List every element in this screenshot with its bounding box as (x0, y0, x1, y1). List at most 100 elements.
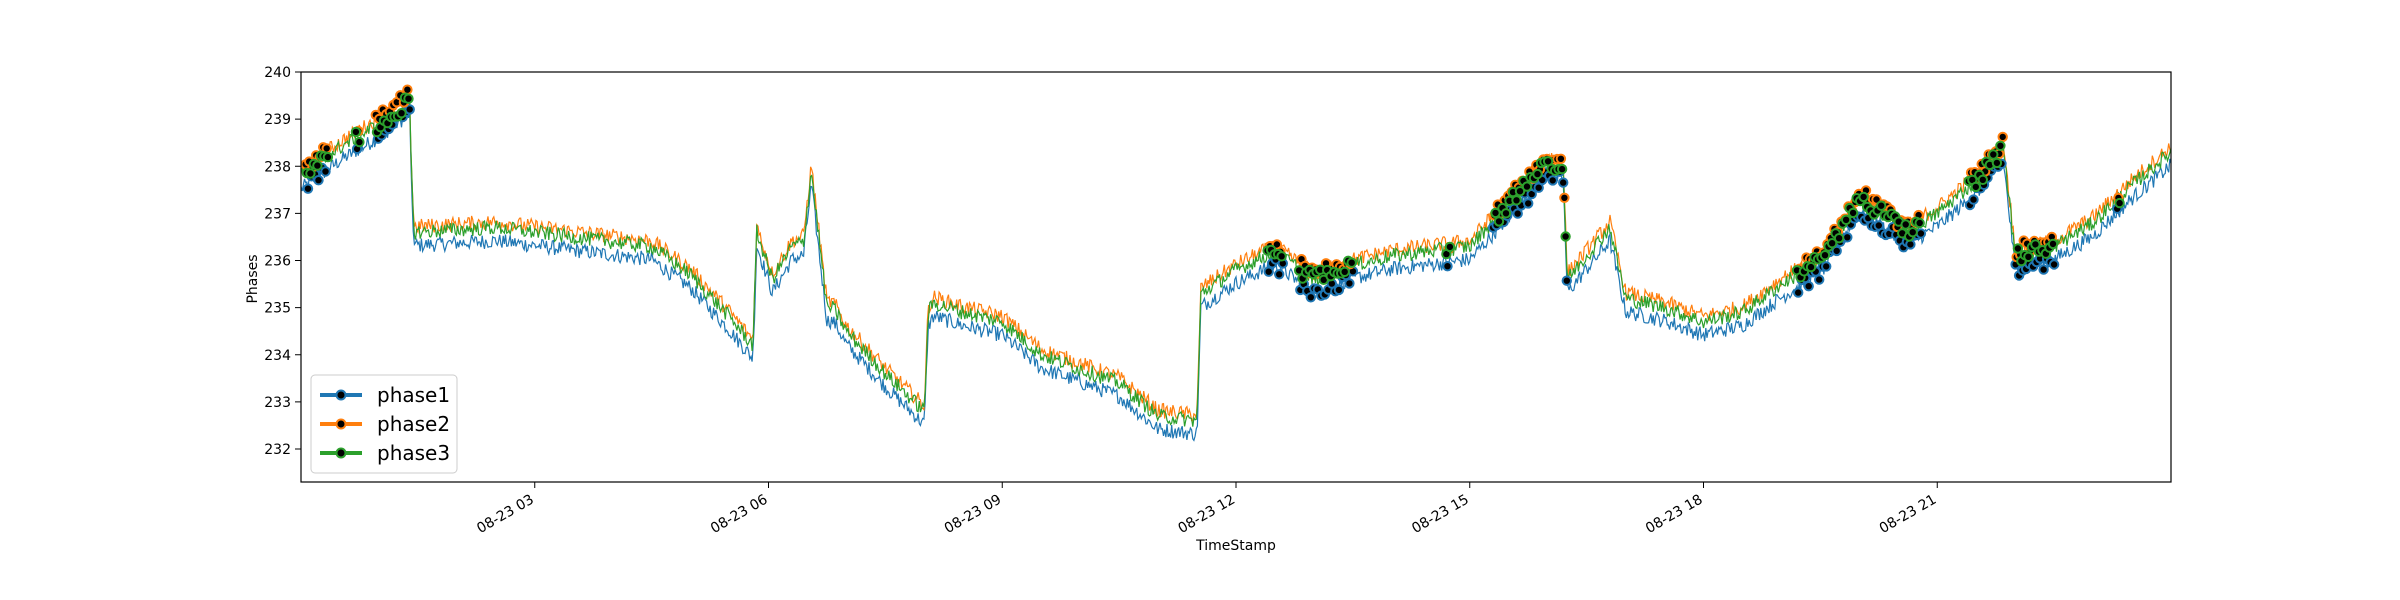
anomaly-marker-phase1 (1305, 292, 1317, 303)
anomaly-marker-phase1 (1831, 245, 1842, 257)
anomaly-marker-phase3 (312, 160, 323, 171)
y-tick-label: 233 (264, 395, 291, 411)
y-tick-label: 239 (264, 112, 291, 128)
anomaly-marker-phase3 (1556, 163, 1568, 175)
anomaly-marker-phase1 (1442, 261, 1453, 272)
anomaly-marker-phase3 (1991, 157, 2003, 169)
legend-marker-phase3 (335, 447, 347, 459)
anomaly-marker-phase3 (1970, 181, 1982, 193)
anomaly-marker-phase3 (1876, 200, 1887, 211)
x-tick-label: 08-23 06 (708, 492, 771, 537)
anomaly-marker-phase1 (1561, 275, 1573, 286)
anomaly-marker-phase3 (1988, 149, 1999, 160)
anomaly-marker-phase3 (1847, 207, 1859, 219)
y-tick-label: 237 (264, 206, 291, 222)
anomaly-marker-phase2 (1559, 192, 1570, 204)
anomaly-marker-phase3 (396, 108, 407, 119)
x-tick-label: 08-23 18 (1643, 492, 1706, 537)
anomaly-marker-phase3 (1840, 214, 1852, 226)
anomaly-marker-phase3 (1490, 207, 1501, 219)
anomaly-marker-phase3 (1346, 257, 1357, 268)
anomaly-marker-phase1 (313, 175, 324, 186)
legend-marker-phase2 (335, 418, 347, 430)
anomaly-marker-phase1 (1344, 278, 1355, 289)
anomaly-marker-phase3 (2114, 197, 2125, 209)
series-line-phase2 (300, 89, 2172, 422)
anomaly-marker-phase1 (1512, 208, 1523, 219)
anomaly-marker-phase3 (354, 136, 365, 148)
x-tick-label: 08-23 15 (1409, 492, 1472, 537)
anomaly-marker-phase1 (1558, 177, 1569, 188)
anomaly-marker-phase3 (1493, 216, 1505, 227)
anomaly-marker-phase1 (1523, 198, 1534, 209)
anomaly-marker-phase3 (1858, 191, 1869, 203)
anomaly-marker-phase1 (1793, 287, 1804, 298)
anomaly-marker-phase3 (1560, 231, 1571, 242)
anomaly-marker-phase3 (1521, 181, 1533, 192)
anomaly-marker-phase1 (320, 166, 331, 177)
legend-marker-phase1 (335, 389, 347, 401)
y-tick-label: 238 (264, 159, 291, 175)
anomaly-marker-phase1 (1968, 194, 1979, 205)
x-axis: 08-23 03 08-23 06 08-23 09 08-23 12 08-23 15… (474, 482, 1939, 537)
x-tick-label: 08-23 21 (1877, 492, 1940, 537)
anomaly-markers (300, 84, 2125, 303)
anomaly-marker-phase1 (1547, 175, 1558, 186)
legend-box (310, 374, 458, 474)
anomaly-marker-phase3 (350, 126, 362, 138)
anomaly-marker-phase3 (1276, 251, 1287, 262)
x-tick-label: 08-23 03 (474, 492, 537, 537)
anomaly-marker-phase3 (1900, 219, 1911, 230)
anomaly-marker-phase3 (1511, 195, 1522, 206)
anomaly-marker-phase1 (1915, 228, 1927, 239)
anomaly-marker-phase1 (2048, 259, 2060, 270)
anomaly-marker-phase2 (1997, 131, 2008, 143)
series-lines (300, 89, 2172, 442)
anomaly-marker-phase3 (2023, 251, 2034, 262)
y-axis: 232 233 234 235 236 237 238 239 240 (264, 65, 301, 458)
anomaly-marker-phase3 (1907, 227, 1918, 238)
anomaly-marker-phase1 (1842, 232, 1853, 243)
anomaly-marker-phase3 (1826, 238, 1838, 249)
legend: phase1 phase2 phase3 (310, 374, 458, 474)
series-line-phase1 (300, 109, 2172, 442)
anomaly-marker-phase3 (1995, 140, 2006, 152)
anomaly-marker-phase2 (1555, 153, 1567, 165)
anomaly-marker-phase3 (2047, 238, 2059, 250)
anomaly-marker-phase3 (1514, 186, 1526, 197)
y-tick-label: 232 (264, 442, 291, 458)
anomaly-marker-phase3 (1444, 241, 1456, 253)
anomaly-marker-phase1 (302, 183, 314, 194)
anomaly-marker-phase3 (1339, 266, 1350, 277)
y-tick-label: 235 (264, 301, 291, 317)
anomaly-marker-phase1 (1803, 281, 1814, 292)
legend-label-phase3: phase3 (377, 441, 450, 465)
anomaly-marker-phase3 (1819, 250, 1831, 261)
y-tick-label: 236 (264, 254, 291, 270)
x-tick-label: 08-23 09 (942, 492, 1005, 537)
anomaly-marker-phase3 (305, 168, 316, 179)
series-line-phase3 (300, 94, 2172, 427)
y-tick-label: 240 (264, 65, 291, 81)
anomaly-marker-phase3 (1833, 233, 1845, 244)
legend-label-phase2: phase2 (377, 412, 450, 436)
anomaly-marker-phase3 (1500, 208, 1512, 219)
anomaly-marker-phase1 (1263, 266, 1274, 277)
x-tick-label: 08-23 12 (1175, 492, 1238, 537)
anomaly-marker-phase1 (2038, 264, 2049, 275)
anomaly-marker-phase3 (2012, 243, 2024, 254)
anomaly-marker-phase3 (1977, 174, 1989, 186)
anomaly-marker-phase3 (322, 151, 334, 163)
anomaly-marker-phase3 (1914, 217, 1925, 229)
y-axis-label: Phases (245, 254, 261, 303)
anomaly-marker-phase1 (1274, 269, 1285, 280)
x-axis-label: TimeStamp (1195, 538, 1276, 554)
legend-label-phase1: phase1 (377, 383, 450, 407)
anomaly-marker-phase1 (404, 104, 415, 115)
anomaly-marker-phase3 (1805, 261, 1817, 273)
anomaly-marker-phase1 (1814, 274, 1825, 285)
anomaly-marker-phase3 (1532, 168, 1543, 180)
anomaly-marker-phase1 (1821, 261, 1832, 272)
